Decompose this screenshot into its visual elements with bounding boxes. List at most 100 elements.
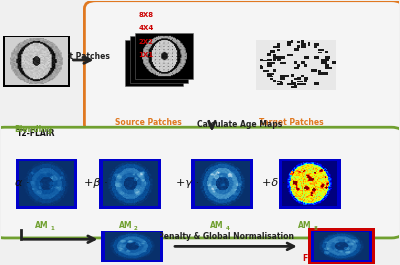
Bar	[267, 62, 272, 64]
Bar	[325, 51, 328, 54]
Bar	[280, 62, 286, 64]
Text: AM: AM	[35, 221, 48, 230]
Bar	[130, 36, 188, 82]
Text: AM: AM	[298, 221, 312, 230]
Bar	[277, 81, 282, 82]
Bar	[191, 159, 253, 209]
Bar	[260, 65, 262, 67]
Text: Source Patches: Source Patches	[115, 118, 182, 127]
Text: T2-FLAIR: T2-FLAIR	[17, 129, 56, 138]
Text: 8X8: 8X8	[138, 12, 153, 18]
Bar	[314, 46, 317, 48]
Text: α ·: α ·	[15, 178, 29, 188]
Bar	[294, 48, 299, 51]
Bar	[267, 75, 272, 77]
Text: 1: 1	[50, 226, 54, 231]
Bar	[125, 39, 183, 86]
Bar	[318, 70, 321, 72]
Bar	[297, 64, 300, 67]
Bar	[325, 59, 329, 61]
Bar	[260, 59, 263, 61]
Text: +γ ·: +γ ·	[176, 178, 199, 188]
Text: Final Age Map: Final Age Map	[303, 254, 364, 263]
FancyBboxPatch shape	[84, 1, 400, 132]
Bar	[308, 42, 310, 46]
Bar	[304, 56, 310, 59]
Bar	[287, 43, 291, 46]
Bar	[290, 82, 296, 85]
Bar	[328, 67, 332, 69]
Bar	[270, 50, 275, 54]
Bar	[270, 78, 273, 80]
Bar	[321, 61, 326, 64]
Text: Target Patches: Target Patches	[259, 118, 324, 127]
Bar	[277, 56, 282, 59]
Text: AM: AM	[119, 221, 132, 230]
Bar	[301, 43, 306, 46]
Bar	[304, 80, 308, 82]
Bar	[311, 231, 372, 262]
Bar	[280, 77, 285, 80]
Bar	[256, 40, 336, 90]
Bar	[304, 77, 308, 80]
Text: 4: 4	[226, 226, 230, 231]
Bar	[274, 80, 276, 82]
Text: 2X2: 2X2	[138, 38, 153, 45]
Bar	[284, 74, 289, 77]
Bar	[308, 228, 375, 264]
Bar	[301, 61, 305, 64]
Text: Penalty & Global Normalisation: Penalty & Global Normalisation	[158, 232, 294, 241]
Text: +δ ·: +δ ·	[262, 178, 285, 188]
Bar	[263, 60, 268, 61]
Bar	[280, 75, 284, 77]
Bar	[274, 59, 276, 61]
Text: Blending: Blending	[15, 125, 53, 134]
Bar	[297, 81, 302, 82]
Bar	[274, 56, 278, 59]
Bar	[263, 70, 268, 72]
Bar	[332, 61, 336, 64]
Bar	[270, 76, 273, 77]
Bar	[301, 75, 304, 77]
Text: AM: AM	[210, 221, 224, 230]
Bar	[277, 59, 281, 61]
Bar	[294, 61, 297, 64]
Bar	[277, 49, 280, 51]
Bar	[280, 82, 283, 85]
Bar	[290, 40, 293, 43]
Bar	[314, 82, 319, 85]
Bar	[287, 83, 291, 85]
Bar	[267, 64, 272, 67]
Bar	[3, 36, 70, 87]
Bar	[297, 83, 302, 85]
Bar	[267, 70, 269, 72]
Bar	[267, 73, 270, 74]
FancyBboxPatch shape	[0, 127, 400, 238]
Bar	[318, 72, 323, 74]
Bar	[318, 52, 322, 54]
Bar	[321, 49, 324, 51]
Text: 1X1: 1X1	[138, 52, 153, 58]
Text: Calculate Age Maps: Calculate Age Maps	[197, 120, 282, 129]
Bar	[301, 83, 306, 85]
Text: Extract Patches: Extract Patches	[42, 52, 110, 61]
Bar	[280, 56, 285, 59]
Bar	[270, 62, 275, 64]
Bar	[274, 46, 279, 48]
Bar	[304, 64, 307, 67]
Bar	[294, 78, 298, 80]
Bar	[297, 41, 300, 43]
Bar	[314, 56, 319, 59]
Bar	[279, 159, 340, 209]
Bar	[135, 33, 193, 80]
Bar	[321, 59, 326, 61]
Bar	[274, 69, 276, 72]
Text: 4X4: 4X4	[138, 25, 154, 31]
Bar	[16, 159, 78, 209]
Bar	[325, 67, 328, 69]
Bar	[314, 43, 319, 46]
Bar	[297, 45, 300, 48]
Bar	[294, 85, 297, 88]
Bar	[267, 53, 271, 56]
Bar	[301, 46, 306, 48]
